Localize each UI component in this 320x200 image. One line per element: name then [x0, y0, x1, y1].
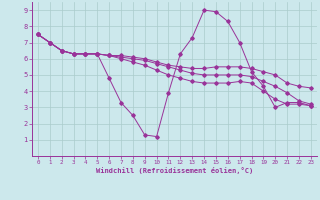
X-axis label: Windchill (Refroidissement éolien,°C): Windchill (Refroidissement éolien,°C) — [96, 167, 253, 174]
